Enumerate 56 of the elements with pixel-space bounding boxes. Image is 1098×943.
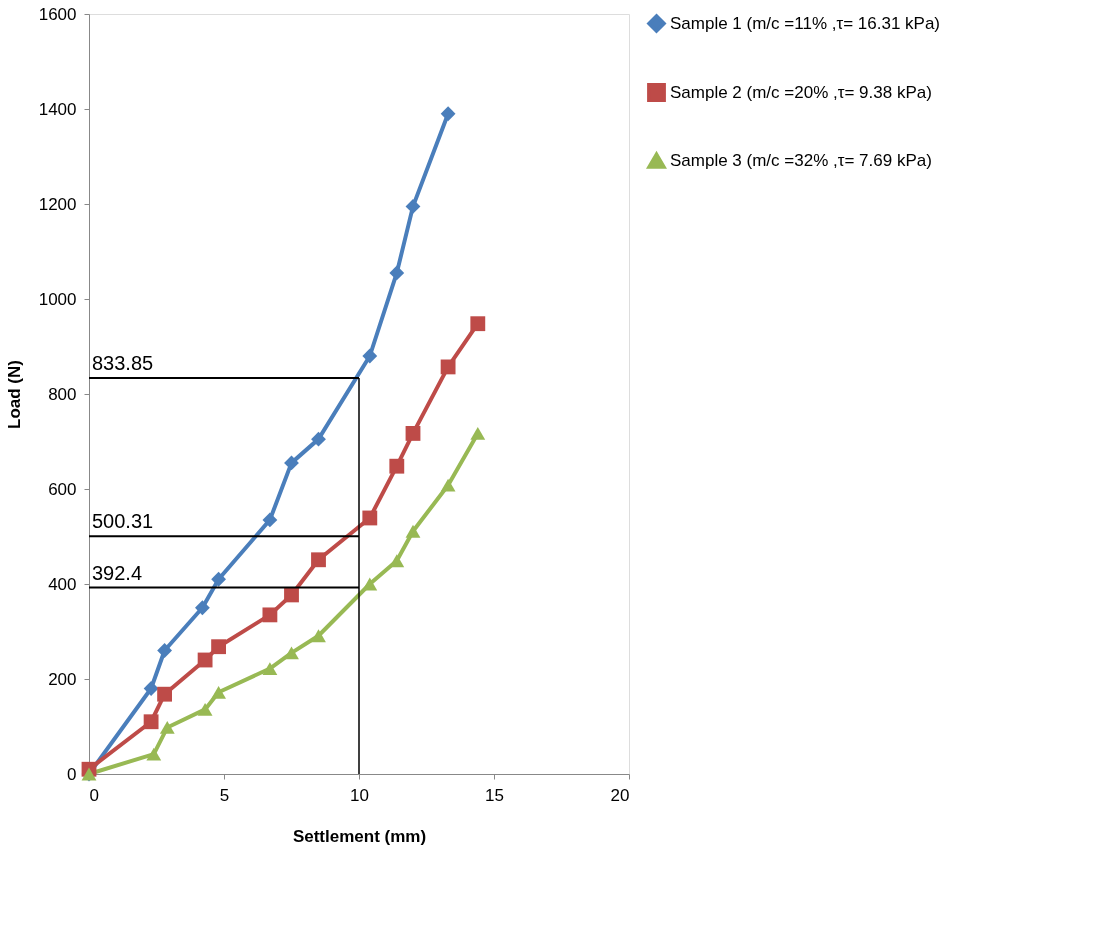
point: [143, 714, 159, 730]
point: [143, 681, 159, 696]
point: [389, 554, 405, 568]
point: [262, 512, 278, 528]
y-tick-label: 800: [48, 384, 77, 404]
point: [284, 646, 299, 660]
point: [405, 426, 421, 441]
point: [211, 685, 227, 699]
point: [262, 662, 278, 675]
ref-line-label: 833.85: [92, 351, 154, 374]
point: [389, 458, 405, 474]
point: [211, 571, 227, 587]
point: [157, 643, 173, 658]
point: [362, 577, 378, 591]
point: [470, 427, 486, 440]
point: [194, 600, 210, 616]
point: [262, 607, 278, 623]
point: [211, 639, 227, 655]
point: [197, 702, 213, 716]
y-tick-label: 1000: [38, 289, 77, 309]
x-tick-label: 20: [610, 785, 630, 805]
legend-label: Sample 3 (m/c =32% ,τ= 7.69 kPa): [670, 150, 932, 170]
point: [157, 686, 173, 702]
point: [440, 478, 456, 492]
point: [284, 455, 299, 471]
point: [389, 265, 405, 281]
x-axis-title: Settlement (mm): [292, 826, 427, 846]
y-tick-label: 200: [48, 669, 77, 689]
point: [197, 652, 213, 668]
x-tick-label: 5: [219, 785, 230, 805]
point: [311, 431, 326, 447]
legend-label: Sample 1 (m/c =11% ,τ= 16.31 kPa): [670, 13, 941, 33]
point: [440, 106, 456, 122]
y-tick-label: 1200: [38, 194, 77, 214]
y-axis-title: Load (N): [4, 360, 24, 429]
point: [311, 552, 326, 568]
point: [311, 629, 326, 643]
y-tick-label: 600: [48, 479, 77, 499]
x-tick-label: 15: [485, 785, 504, 805]
ref-line-label: 500.31: [92, 510, 154, 533]
y-tick-label: 0: [67, 764, 77, 784]
point: [405, 198, 421, 214]
point: [362, 510, 378, 526]
y-tick-label: 1400: [38, 99, 77, 119]
y-tick-label: 400: [48, 574, 77, 594]
point: [440, 359, 456, 375]
point: [470, 316, 486, 332]
x-tick-label: 10: [350, 785, 369, 805]
point: [146, 747, 162, 761]
ref-line-label: 392.4: [92, 561, 143, 584]
x-tick-label: 0: [89, 785, 99, 805]
point: [362, 348, 378, 364]
legend-label: Sample 2 (m/c =20% ,τ= 9.38 kPa): [670, 82, 932, 102]
point: [405, 524, 421, 538]
y-tick-label: 1600: [38, 4, 77, 24]
point: [159, 721, 175, 734]
